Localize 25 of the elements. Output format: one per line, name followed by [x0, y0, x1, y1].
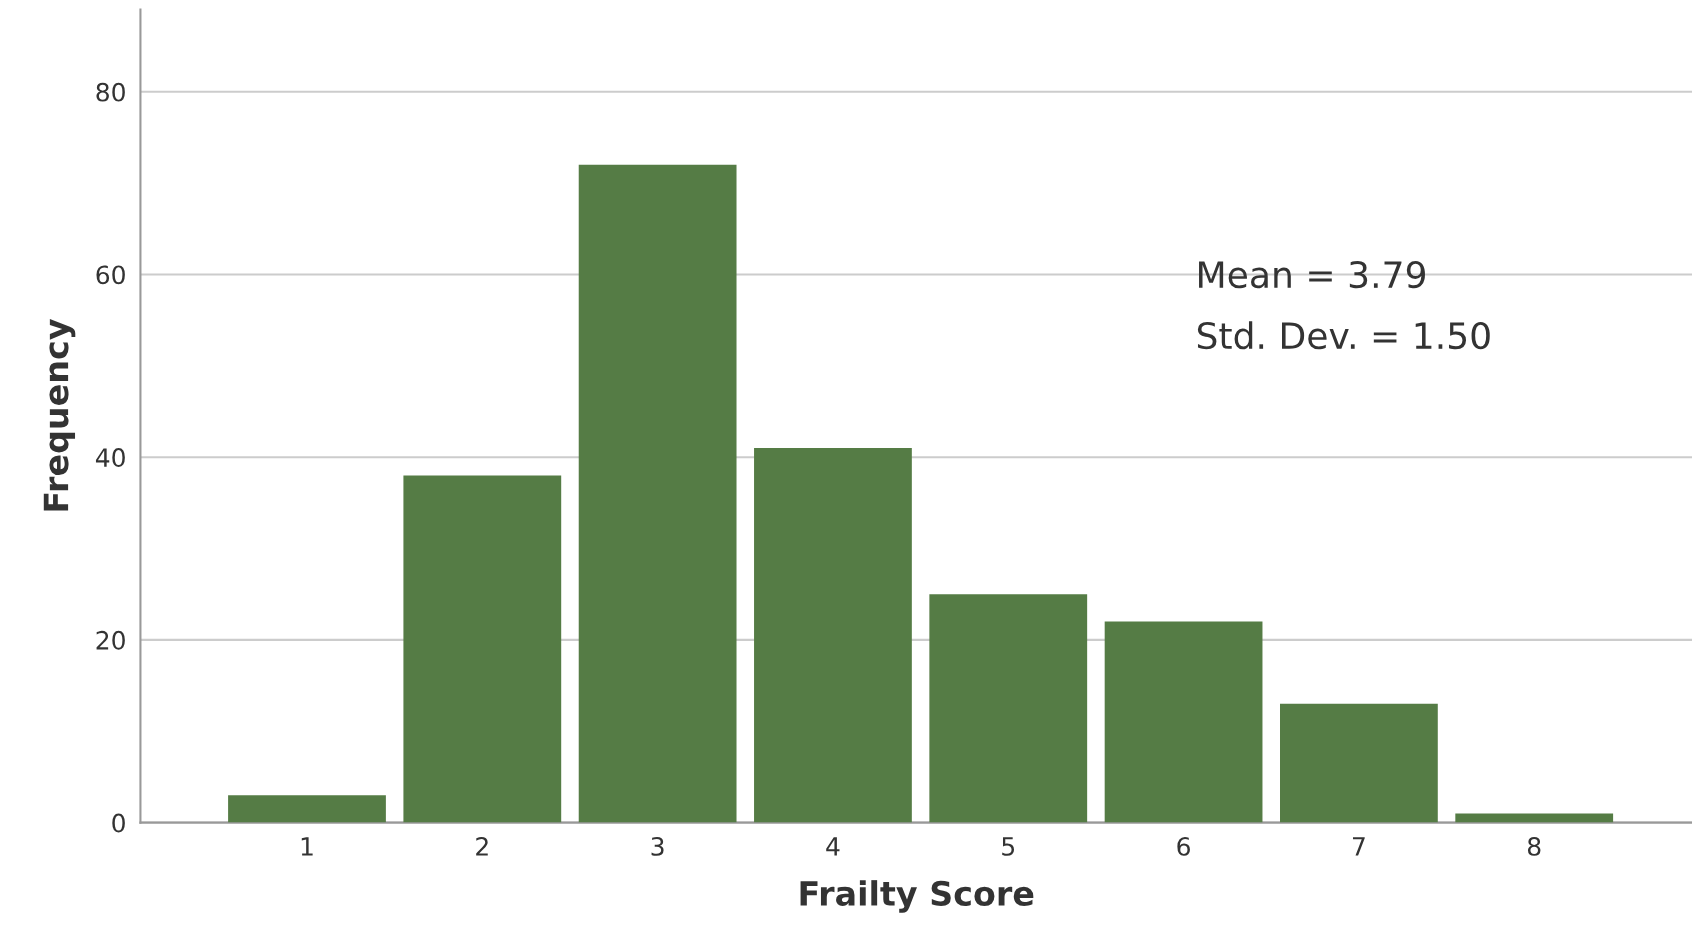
x-tick-label: 1 — [301, 837, 313, 856]
x-axis-title: Frailty Score — [800, 880, 1034, 913]
x-tick-label: 5 — [1002, 837, 1015, 856]
y-tick-label: 0 — [112, 813, 125, 833]
y-tick-label: 20 — [96, 630, 125, 650]
x-tick-label: 2 — [476, 836, 488, 856]
bar — [228, 795, 386, 823]
bar — [929, 594, 1088, 823]
bar — [1104, 621, 1263, 823]
y-tick-label: 40 — [95, 448, 125, 468]
x-tick-label: 7 — [1352, 837, 1365, 856]
y-axis-title: Frequency — [43, 319, 76, 511]
x-tick-label: 8 — [1527, 836, 1541, 856]
y-tick-label: 80 — [96, 82, 125, 102]
bar — [578, 164, 737, 823]
annotation: Mean = 3.79 — [1199, 261, 1425, 289]
bar — [403, 475, 562, 823]
bar — [1455, 813, 1614, 823]
annotation: Std. Dev. = 1.50 — [1197, 321, 1490, 350]
bar — [754, 448, 912, 823]
x-tick-label: 3 — [651, 836, 664, 856]
y-tick-label: 60 — [96, 265, 125, 285]
x-tick-label: 4 — [826, 837, 840, 856]
bar — [1280, 703, 1438, 823]
x-tick-label: 6 — [1177, 836, 1190, 856]
